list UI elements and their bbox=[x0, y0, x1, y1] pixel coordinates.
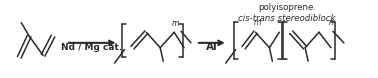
Text: Nd / Mg cat.: Nd / Mg cat. bbox=[61, 43, 122, 52]
Text: n: n bbox=[328, 18, 333, 27]
Text: cis-trans stereodiblock: cis-trans stereodiblock bbox=[237, 14, 335, 23]
Text: m: m bbox=[171, 19, 179, 28]
Text: m: m bbox=[254, 18, 261, 27]
Text: Al: Al bbox=[206, 42, 218, 52]
Text: polyisoprene: polyisoprene bbox=[259, 3, 314, 12]
